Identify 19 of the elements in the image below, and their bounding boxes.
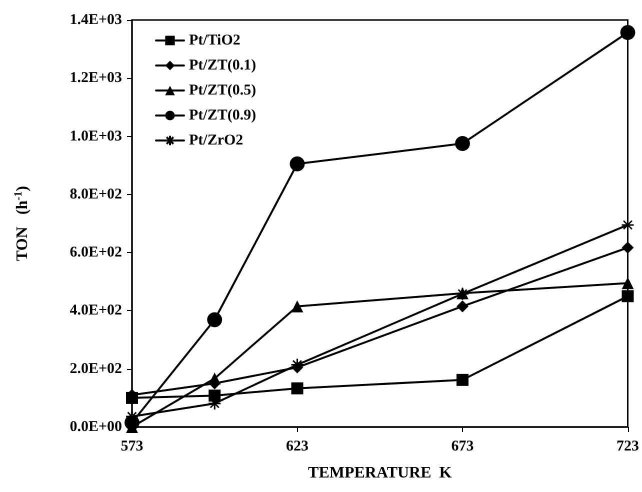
x-tick-label: 623 (286, 438, 308, 454)
legend-label: Pt/ZT(0.1) (189, 58, 256, 74)
y-tick-label: 2.0E+02 (70, 360, 122, 377)
y-tick-label: 4.0E+02 (70, 302, 122, 319)
x-tick-label: 673 (451, 438, 474, 454)
y-tick-label: 1.2E+03 (70, 70, 122, 86)
y-axis-title: TON (h-1) (12, 186, 31, 262)
legend-label: Pt/ZrO2 (189, 132, 244, 148)
legend-label: Pt/TiO2 (189, 32, 240, 48)
y-tick-label: 6.0E+02 (70, 244, 122, 261)
x-tick-label: 723 (616, 438, 639, 454)
legend-label: Pt/ZT(0.5) (189, 82, 256, 98)
y-tick-label: 1.4E+03 (70, 12, 122, 28)
x-axis-title: TEMPERATURE K (308, 464, 452, 482)
y-tick-label: 1.0E+03 (70, 128, 122, 144)
legend-label: Pt/ZT(0.9) (189, 108, 256, 124)
x-tick-label: 573 (120, 438, 144, 454)
y-tick-label: 0.0E+00 (70, 419, 122, 435)
y-tick-label: 8.0E+02 (70, 186, 122, 202)
